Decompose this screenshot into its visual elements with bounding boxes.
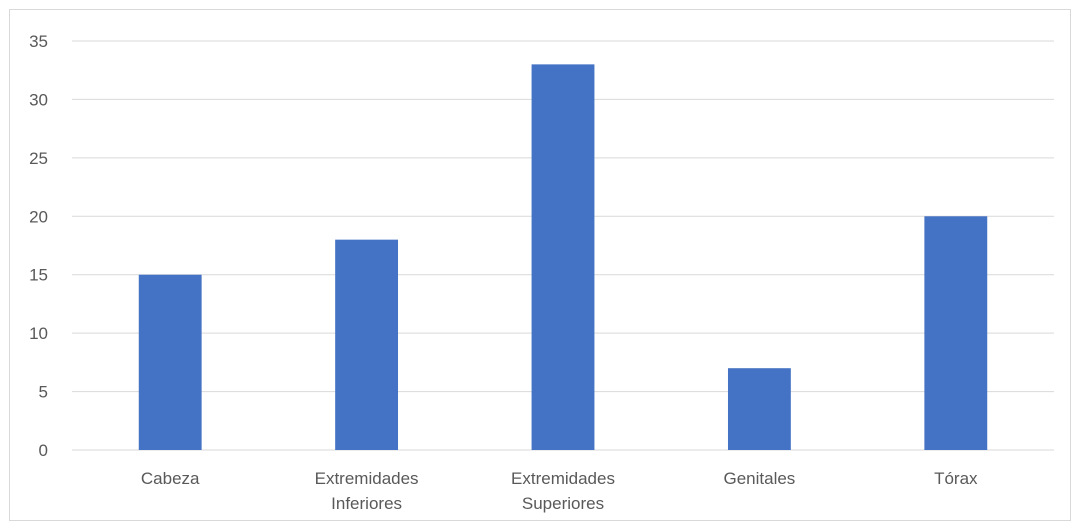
x-axis-labels: Cabeza Extremidades InferioresExtremidades… xyxy=(141,469,978,513)
x-category-label: Extremidades Inferiores xyxy=(315,469,419,513)
bars xyxy=(138,64,988,450)
y-tick-label: 15 xyxy=(29,266,48,285)
x-category-label-line: Genitales xyxy=(723,469,795,488)
x-category-label-line: Superiores xyxy=(522,494,604,513)
x-category-label: Extremidades Superiores xyxy=(511,469,615,513)
x-category-label: Genitales xyxy=(723,469,795,488)
y-tick-label: 25 xyxy=(29,149,48,168)
bar-1 xyxy=(335,239,399,450)
x-category-label-line: Cabeza xyxy=(141,469,200,488)
x-category-label: Cabeza xyxy=(141,469,200,488)
chart-area: 0 5 10 15 20 25 30 35 Cabeza Extremidades Inferio… xyxy=(9,9,1071,521)
bar-3 xyxy=(727,368,791,450)
y-tick-label: 35 xyxy=(29,32,48,51)
y-axis-ticks: 0 5 10 15 20 25 30 35 xyxy=(29,32,48,460)
bar-2 xyxy=(531,64,595,450)
bar-4 xyxy=(924,216,988,450)
y-tick-label: 0 xyxy=(39,441,48,460)
y-tick-label: 10 xyxy=(29,324,48,343)
y-tick-label: 30 xyxy=(29,90,48,109)
x-category-label-line: Tórax xyxy=(934,469,978,488)
x-category-label-line: Inferiores xyxy=(331,494,402,513)
bar-0 xyxy=(138,274,202,450)
x-category-label-line: Extremidades xyxy=(315,469,419,488)
x-category-label: Tórax xyxy=(934,469,978,488)
y-tick-label: 5 xyxy=(39,383,48,402)
y-tick-label: 20 xyxy=(29,207,48,226)
bar-chart: 0 5 10 15 20 25 30 35 Cabeza Extremidades Inferio… xyxy=(29,32,1054,513)
x-category-label-line: Extremidades xyxy=(511,469,615,488)
